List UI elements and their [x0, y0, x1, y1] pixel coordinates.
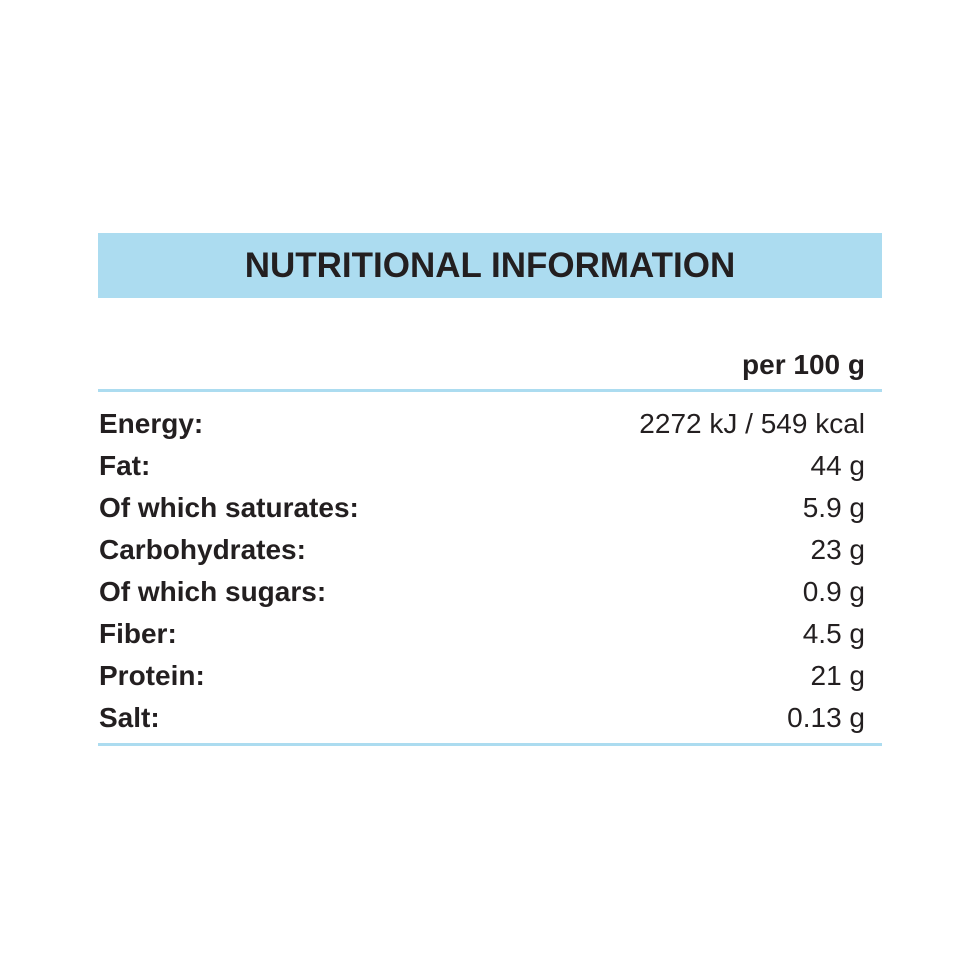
nutrition-label: NUTRITIONAL INFORMATION per 100 g Energy…	[98, 233, 882, 746]
table-row-saturates: Of which saturates: 5.9 g	[98, 487, 882, 529]
row-value: 0.13 g	[787, 702, 865, 733]
page-title: NUTRITIONAL INFORMATION	[244, 245, 736, 285]
table-row-carbohydrates: Carbohydrates: 23 g	[98, 529, 882, 571]
row-label: Fiber:	[99, 618, 177, 649]
bottom-divider	[98, 743, 882, 746]
row-label: Of which sugars:	[99, 576, 327, 607]
table-row-salt: Salt: 0.13 g	[98, 697, 882, 739]
row-label: Of which saturates:	[99, 492, 359, 523]
row-value: 5.9 g	[802, 492, 865, 523]
table-row-fat: Fat: 44 g	[98, 445, 882, 487]
table-row-fiber: Fiber: 4.5 g	[98, 613, 882, 655]
row-value: 21 g	[810, 660, 866, 691]
table-row-energy: Energy: 2272 kJ / 549 kcal	[98, 403, 882, 445]
top-divider	[98, 389, 882, 392]
table-row-protein: Protein: 21 g	[98, 655, 882, 697]
row-value: 4.5 g	[802, 618, 865, 649]
column-header-per-100g: per 100 g	[742, 349, 865, 380]
row-label: Protein:	[99, 660, 205, 691]
row-label: Carbohydrates:	[99, 534, 306, 565]
row-value: 44 g	[810, 450, 866, 481]
row-value: 0.9 g	[802, 576, 865, 607]
row-label: Salt:	[99, 702, 160, 733]
row-label: Fat:	[99, 450, 151, 481]
table-row-sugars: Of which sugars: 0.9 g	[98, 571, 882, 613]
row-value: 2272 kJ / 549 kcal	[639, 408, 865, 439]
row-label: Energy:	[99, 408, 204, 439]
nutrition-table: Energy: 2272 kJ / 549 kcal Fat: 44 g Of …	[98, 403, 882, 739]
row-value: 23 g	[810, 534, 866, 565]
header-bar: NUTRITIONAL INFORMATION	[98, 233, 882, 298]
